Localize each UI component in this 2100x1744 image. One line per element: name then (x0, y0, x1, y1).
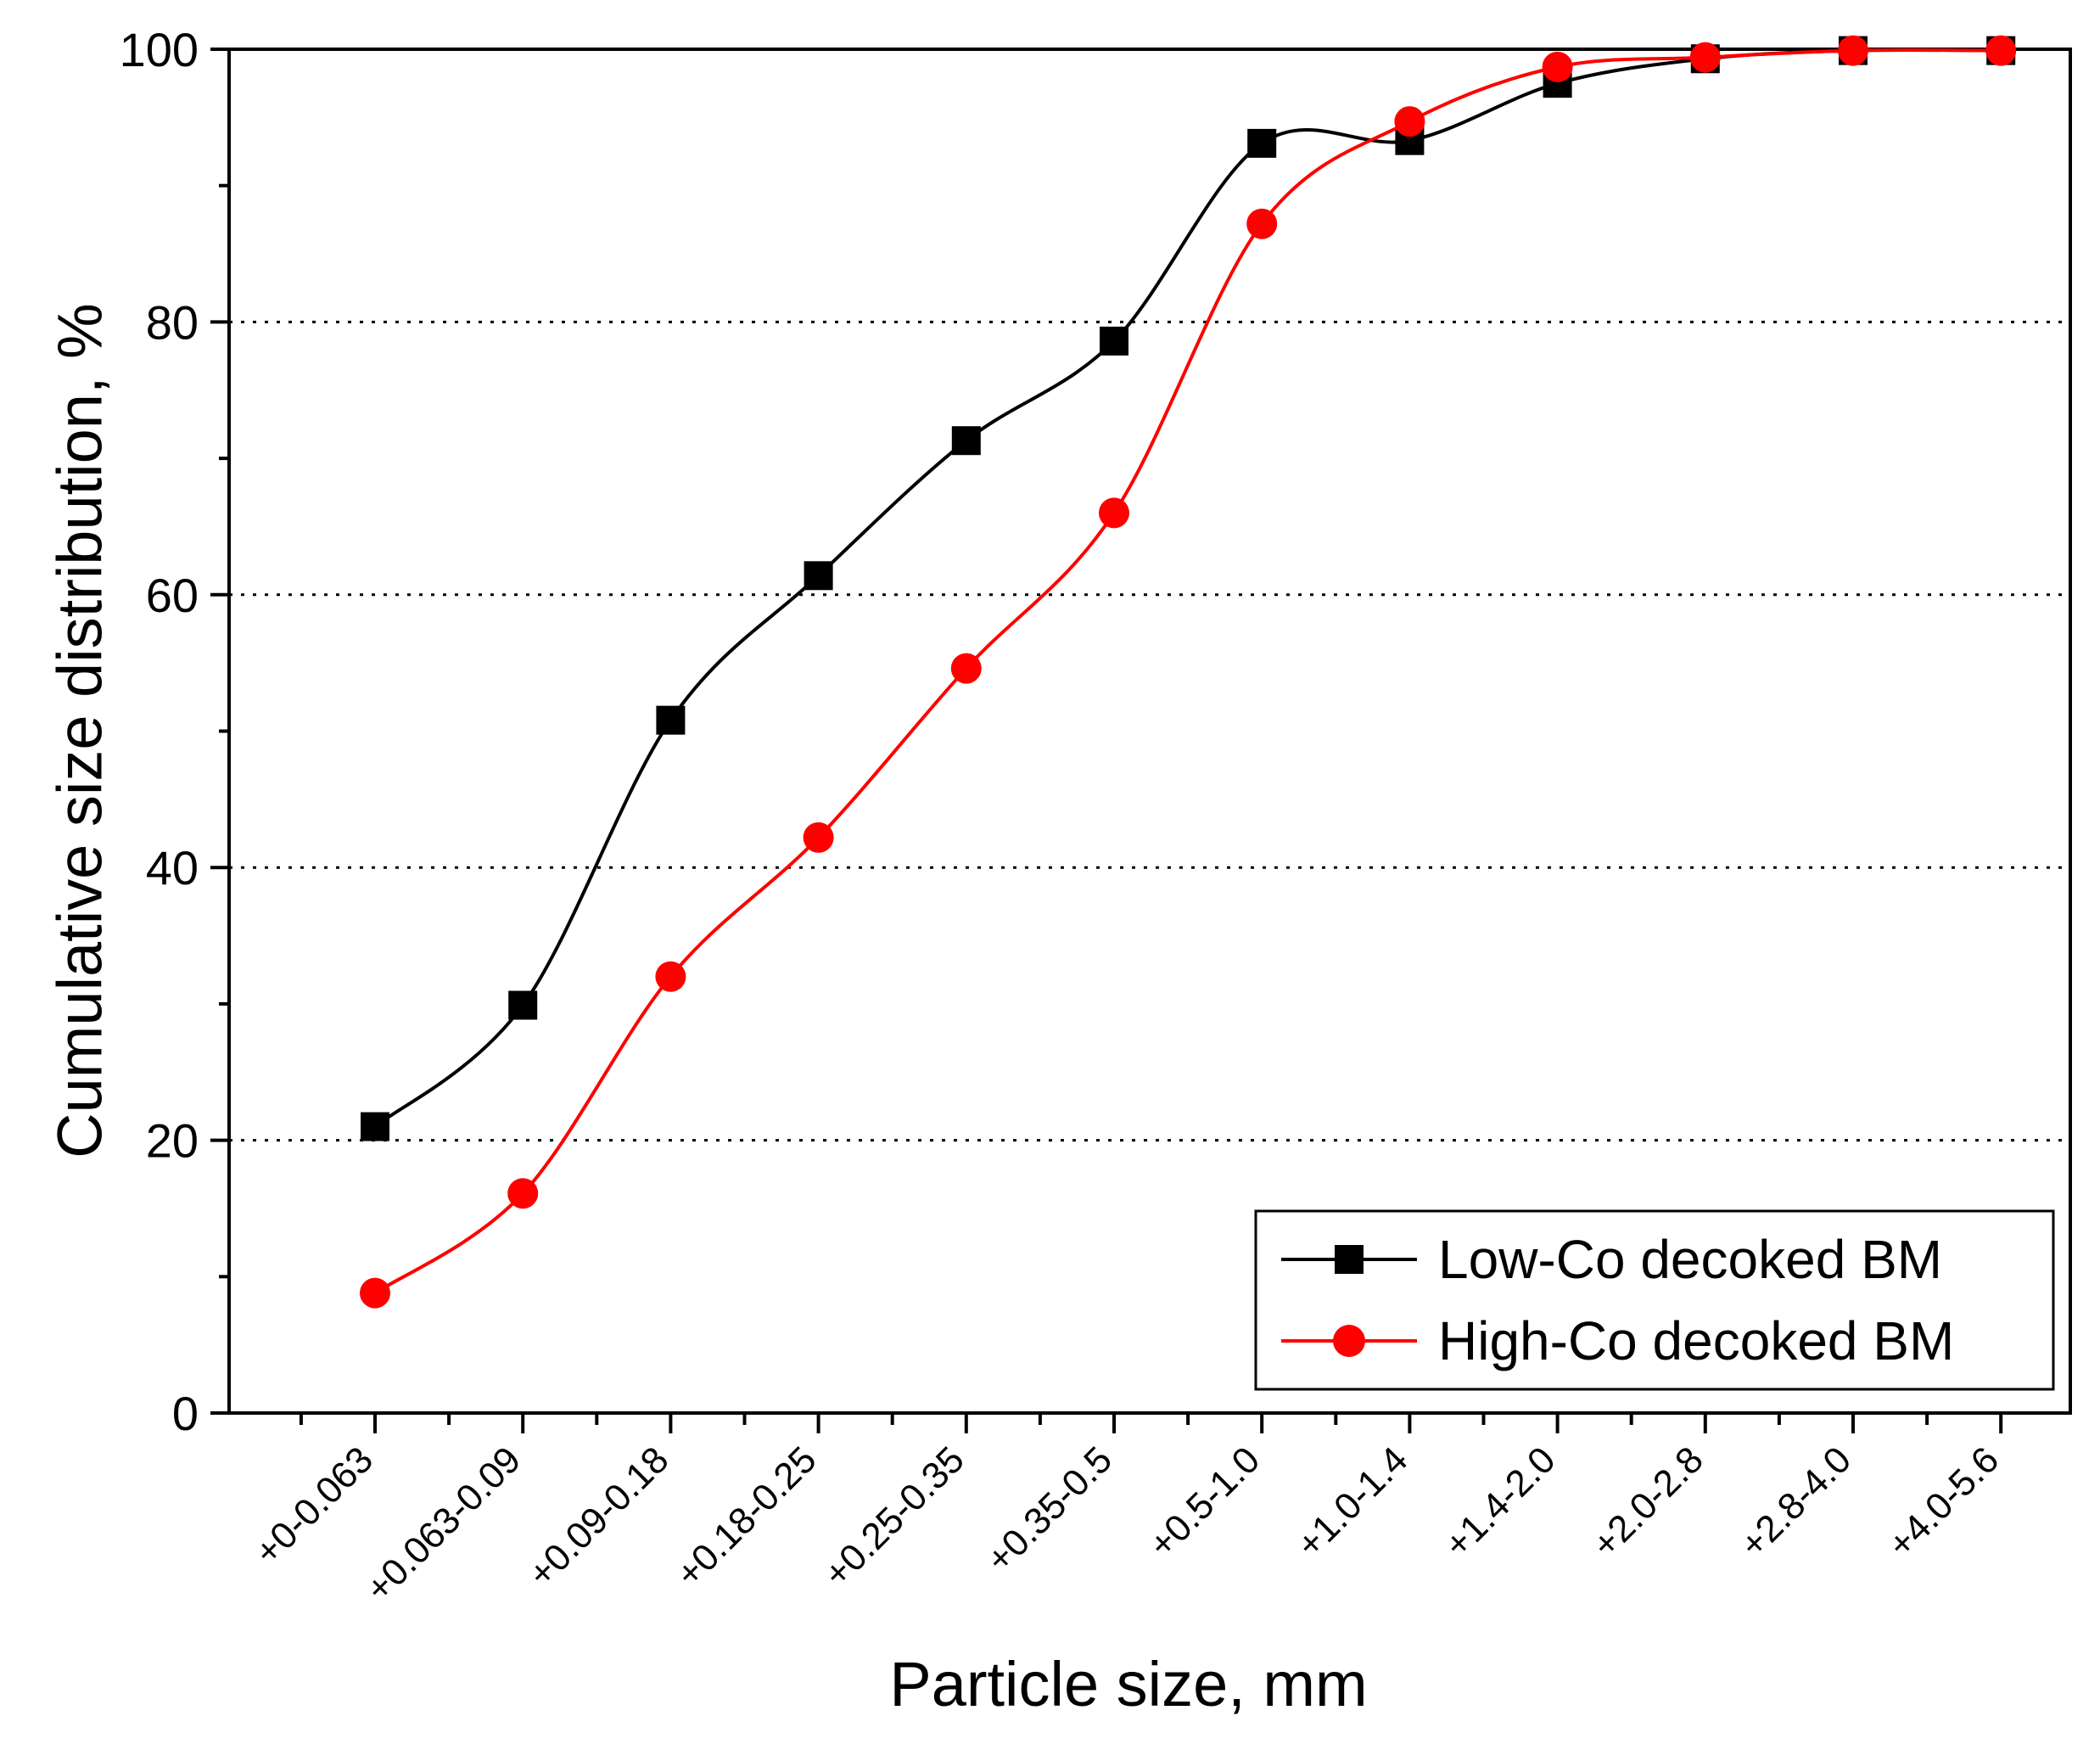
legend-marker-low-co (1335, 1245, 1364, 1274)
data-point-high-co-9 (1689, 42, 1721, 73)
data-point-high-co-10 (1838, 35, 1868, 66)
y-axis-title: Cumulative size distribution, % (45, 303, 115, 1158)
data-point-low-co-4 (951, 426, 981, 456)
data-point-low-co-2 (656, 705, 686, 735)
data-point-low-co-3 (804, 561, 833, 591)
data-point-low-co-6 (1247, 128, 1277, 158)
x-axis-title: Particle size, mm (889, 1649, 1367, 1719)
y-tick-label: 0 (172, 1387, 199, 1440)
legend: Low-Co decoked BM High-Co decoked BM (1254, 1209, 2055, 1391)
data-point-high-co-7 (1394, 106, 1425, 137)
data-point-high-co-1 (507, 1178, 539, 1209)
data-point-high-co-4 (950, 653, 982, 684)
legend-label-low-co: Low-Co decoked BM (1438, 1229, 1942, 1290)
data-point-high-co-8 (1542, 51, 1573, 82)
series-layer (360, 35, 2017, 1309)
data-point-low-co-0 (361, 1112, 389, 1141)
gridlines (229, 320, 2070, 1142)
y-tick-label: 40 (146, 841, 199, 894)
legend-marker-high-co (1333, 1325, 1365, 1357)
y-tick-label: 100 (120, 23, 199, 76)
data-point-low-co-1 (508, 990, 538, 1020)
data-point-high-co-11 (1985, 35, 2017, 66)
data-point-high-co-0 (360, 1277, 390, 1309)
y-axis-ticks: 0 20 40 60 80 100 (120, 23, 229, 1440)
data-point-high-co-2 (655, 961, 686, 992)
data-point-high-co-3 (803, 822, 834, 853)
legend-box (1254, 1209, 2055, 1391)
legend-label-high-co: High-Co decoked BM (1438, 1310, 1954, 1371)
data-point-low-co-5 (1100, 326, 1128, 356)
y-tick-label: 20 (146, 1114, 199, 1168)
data-point-high-co-5 (1099, 497, 1129, 529)
y-tick-label: 80 (146, 295, 199, 349)
data-point-high-co-6 (1246, 208, 1278, 239)
y-tick-label: 60 (146, 569, 199, 622)
